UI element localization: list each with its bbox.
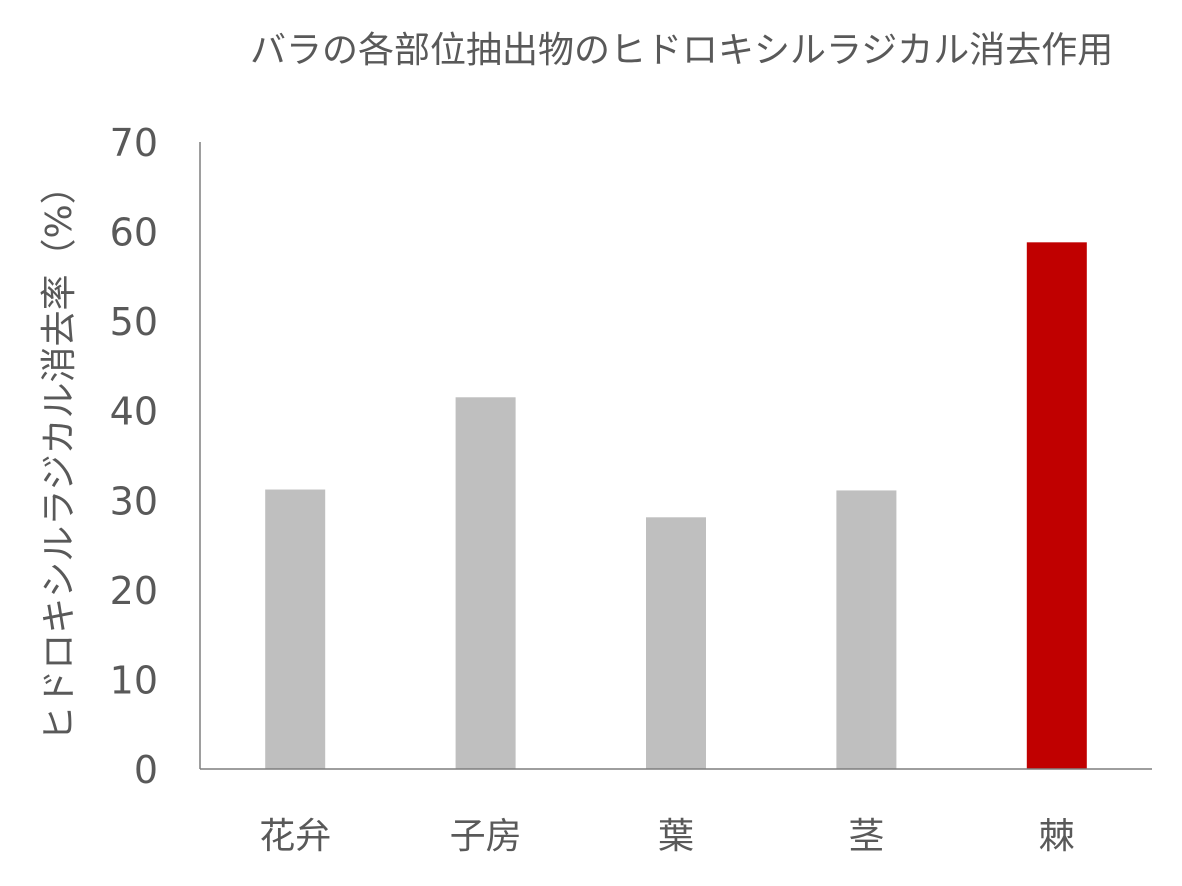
y-tick-label: 0 [134, 748, 158, 792]
x-tick-label: 茎 [848, 816, 884, 857]
bar-3 [836, 490, 897, 769]
y-tick-label: 70 [110, 121, 158, 165]
y-tick-label: 20 [110, 569, 158, 613]
y-tick-label: 40 [110, 390, 158, 434]
bar-0 [265, 489, 326, 769]
y-tick-label: 50 [110, 300, 158, 344]
bar-1 [455, 397, 516, 769]
bar-4 [1026, 242, 1087, 769]
y-tick-labels: 0 10 20 30 40 50 60 70 [110, 121, 158, 792]
x-tick-label: 花弁 [259, 816, 331, 857]
bar-2 [646, 517, 706, 769]
y-tick-label: 10 [110, 658, 158, 702]
x-tick-label: 葉 [658, 816, 694, 857]
bars [265, 242, 1087, 769]
y-tick-label: 60 [110, 211, 158, 255]
y-tick-label: 30 [110, 479, 158, 523]
x-tick-label: 棘 [1039, 816, 1075, 857]
chart-title: バラの各部位抽出物のヒドロキシルラジカル消去作用 [250, 30, 1114, 71]
x-tick-labels: 花弁 子房 葉 茎 棘 [259, 816, 1075, 857]
x-tick-label: 子房 [450, 816, 522, 857]
